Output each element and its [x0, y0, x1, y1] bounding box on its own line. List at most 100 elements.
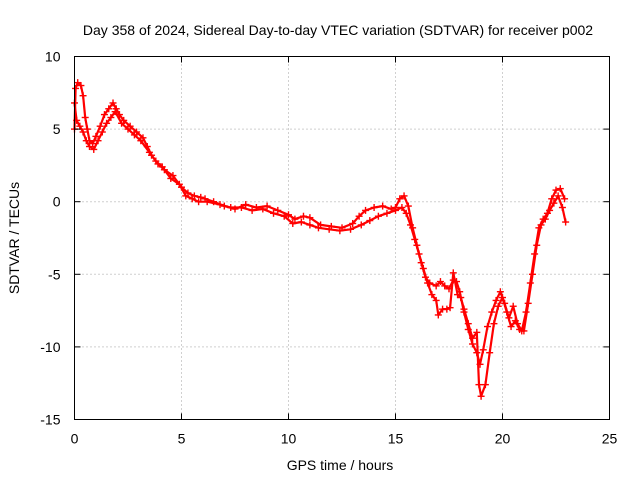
data-point-marker — [280, 212, 288, 220]
data-point-marker — [349, 219, 357, 227]
data-point-marker — [297, 218, 305, 226]
data-point-marker — [103, 119, 111, 127]
data-point-marker — [402, 209, 410, 217]
data-point-marker — [541, 215, 549, 223]
plot-area-border — [74, 56, 610, 420]
data-point-marker — [561, 195, 569, 203]
data-point-marker — [554, 192, 562, 200]
data-point-marker — [441, 282, 449, 290]
data-point-marker — [432, 296, 440, 304]
data-point-marker — [473, 328, 481, 336]
data-point-marker — [546, 206, 554, 214]
data-point-marker — [124, 125, 132, 133]
data-point-marker — [379, 202, 387, 210]
data-point-marker — [460, 305, 468, 313]
data-point-marker — [383, 209, 391, 217]
data-point-marker — [94, 137, 102, 145]
x-tick-label: 0 — [71, 431, 79, 447]
data-point-marker — [511, 317, 519, 325]
y-tick-label: -5 — [48, 266, 61, 282]
data-point-marker — [457, 294, 465, 302]
series-1 — [71, 79, 569, 368]
data-point-marker — [562, 218, 570, 226]
x-tick-label: 15 — [388, 431, 404, 447]
data-point-marker — [259, 205, 267, 213]
data-point-marker — [175, 180, 183, 188]
data-point-marker — [533, 241, 541, 249]
data-point-marker — [167, 174, 175, 182]
data-point-marker — [77, 82, 85, 90]
data-point-marker — [469, 334, 477, 342]
data-point-marker — [336, 227, 344, 235]
data-point-marker — [289, 219, 297, 227]
y-tick-label: 5 — [53, 121, 61, 137]
data-point-marker — [306, 221, 314, 229]
data-point-marker — [111, 108, 119, 116]
data-point-marker — [424, 279, 432, 287]
data-point-marker — [72, 84, 80, 92]
data-point-marker — [299, 212, 307, 220]
data-point-marker — [79, 128, 87, 136]
data-point-marker — [118, 119, 126, 127]
data-point-marker — [85, 143, 93, 151]
data-point-marker — [404, 202, 412, 210]
data-point-marker — [552, 186, 560, 194]
data-point-marker — [494, 302, 502, 310]
data-point-marker — [216, 201, 224, 209]
data-point-marker — [419, 264, 427, 272]
data-point-marker — [81, 113, 89, 121]
data-point-marker — [481, 381, 489, 389]
data-point-marker — [90, 145, 98, 153]
data-point-marker — [197, 193, 205, 201]
y-tick-label: -15 — [40, 412, 60, 428]
data-point-marker — [374, 212, 382, 220]
data-point-marker — [285, 211, 292, 219]
data-point-marker — [434, 311, 442, 319]
data-point-marker — [242, 201, 250, 209]
y-tick-label: 0 — [53, 194, 61, 210]
data-point-marker — [145, 148, 153, 156]
data-point-marker — [446, 304, 454, 312]
data-point-marker — [464, 320, 472, 328]
data-point-marker — [158, 163, 166, 171]
data-point-marker — [509, 302, 517, 310]
data-point-marker — [479, 346, 487, 354]
data-point-marker — [520, 327, 528, 335]
data-point-marker — [109, 99, 117, 107]
data-point-marker — [105, 105, 113, 113]
axis-ticks — [74, 56, 610, 420]
data-point-marker — [274, 206, 282, 214]
grid — [74, 56, 610, 420]
data-point-marker — [98, 128, 106, 136]
data-point-marker — [507, 323, 515, 331]
data-point-marker — [188, 195, 196, 203]
data-point-marker — [137, 137, 145, 145]
x-tick-label: 25 — [602, 431, 618, 447]
data-point-marker — [76, 122, 84, 130]
data-point-marker — [486, 349, 494, 357]
data-point-marker — [100, 111, 108, 119]
data-point-marker — [362, 206, 370, 214]
data-point-marker — [558, 204, 566, 212]
data-point-marker — [411, 235, 419, 243]
data-point-marker — [490, 320, 498, 328]
data-point-marker — [392, 206, 399, 214]
data-point-marker — [449, 269, 457, 277]
data-point-marker — [406, 221, 414, 229]
data-point-marker — [195, 198, 203, 206]
data-point-marker — [96, 122, 104, 130]
data-point-marker — [475, 381, 483, 389]
chart-title: Day 358 of 2024, Sidereal Day-to-day VTE… — [83, 22, 593, 38]
data-point-marker — [503, 308, 511, 316]
data-point-marker — [488, 308, 496, 316]
data-point-marker — [398, 204, 406, 212]
data-point-marker — [107, 113, 115, 121]
data-point-marker — [366, 217, 374, 225]
x-axis-label: GPS time / hours — [287, 457, 394, 473]
data-point-marker — [83, 125, 91, 133]
y-tick-label: 10 — [45, 49, 61, 65]
data-point-marker — [357, 221, 365, 229]
data-point-marker — [443, 305, 451, 313]
x-tick-labels: 0 5 10 15 20 25 — [71, 431, 618, 447]
